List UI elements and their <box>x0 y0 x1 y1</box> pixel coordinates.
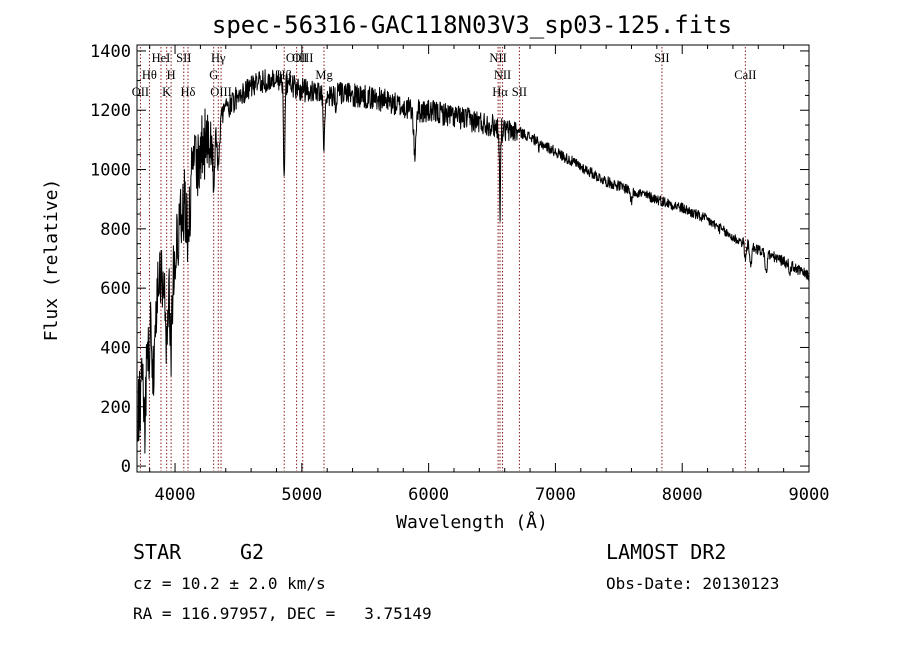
x-tick-label: 9000 <box>789 485 830 505</box>
y-tick-label: 400 <box>100 338 131 358</box>
y-axis-label: Flux (relative) <box>41 179 62 342</box>
line-label: K <box>162 85 171 99</box>
line-label: Hα <box>492 85 508 99</box>
line-label: Hγ <box>211 51 226 65</box>
obs-date: Obs-Date: 20130123 <box>606 574 780 593</box>
line-label: NII <box>494 68 511 82</box>
sky-coordinates: RA = 116.97957, DEC = 3.75149 <box>133 604 432 623</box>
y-tick-label: 200 <box>100 398 131 418</box>
line-label: Mg <box>315 68 333 82</box>
y-tick-label: 600 <box>100 279 131 299</box>
line-label: OIII <box>286 51 308 65</box>
line-label: OIII <box>292 51 314 65</box>
x-axis: 4000 5000 6000 7000 8000 9000 <box>149 45 830 505</box>
line-label: SII <box>654 51 669 65</box>
object-subclass: G2 <box>240 540 265 564</box>
line-label: SII <box>512 85 527 99</box>
y-tick-label: 1200 <box>90 101 131 121</box>
y-tick-label: 0 <box>121 457 131 477</box>
line-label: NII <box>489 51 506 65</box>
line-label: Hθ <box>142 68 157 82</box>
line-label: CaII <box>734 68 756 82</box>
line-label: SII <box>176 51 191 65</box>
line-label: HeI <box>152 51 171 65</box>
x-tick-label: 4000 <box>155 485 196 505</box>
redshift-cz: cz = 10.2 ± 2.0 km/s <box>133 574 326 593</box>
plot-frame <box>136 44 810 473</box>
chart-title: spec-56316-GAC118N03V3_sp03-125.fits <box>212 11 732 39</box>
x-tick-label: 6000 <box>408 485 449 505</box>
line-label: G <box>209 68 218 82</box>
x-tick-label: 8000 <box>662 485 703 505</box>
x-axis-label: Wavelength (Å) <box>396 511 548 533</box>
line-label: Hδ <box>181 85 196 99</box>
y-tick-label: 800 <box>100 220 131 240</box>
y-tick-label: 1400 <box>90 42 131 62</box>
spectrum-line <box>137 69 810 454</box>
y-tick-label: 1000 <box>90 161 131 181</box>
line-label: H <box>167 68 176 82</box>
x-tick-label: 7000 <box>535 485 576 505</box>
y-axis: 0 200 400 600 800 1000 1200 1400 <box>90 42 809 477</box>
line-label: OII <box>132 85 149 99</box>
object-class: STAR <box>133 540 182 564</box>
spectral-line-labels: OIIHθHeIKHSIIHδGHγOIIIHβOIIIOIIIMgNIIHαN… <box>132 51 757 99</box>
survey-name: LAMOST DR2 <box>606 540 727 564</box>
x-tick-label: 5000 <box>281 485 322 505</box>
line-label: OIII <box>210 85 232 99</box>
